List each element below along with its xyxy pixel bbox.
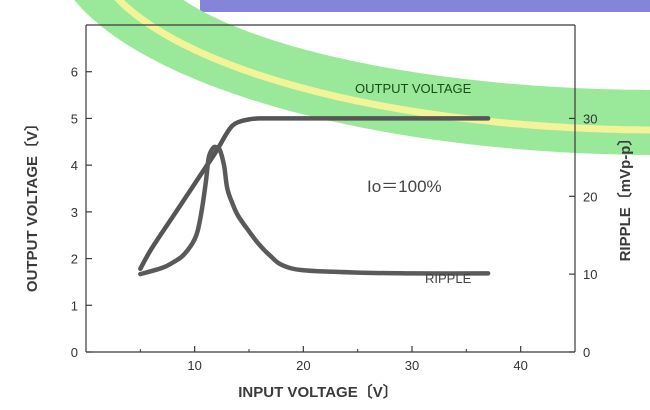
y-tick-label-left: 4 xyxy=(71,158,78,173)
y-ticks-left: 0 1 2 3 4 5 6 xyxy=(71,65,92,360)
output-voltage-label: OUTPUT VOLTAGE xyxy=(355,81,472,96)
green-band xyxy=(74,0,650,155)
x-tick-label: 30 xyxy=(405,358,419,373)
y-tick-label-right: 0 xyxy=(583,345,590,360)
x-ticks: 10 20 30 40 xyxy=(139,346,528,373)
y-axis-title-right: RIPPLE〔mVp-p〕 xyxy=(616,131,634,262)
y-tick-label-left: 0 xyxy=(71,345,78,360)
output-voltage-line xyxy=(138,116,491,272)
ripple-label: RIPPLE xyxy=(425,271,472,286)
y-tick-label-left: 5 xyxy=(71,111,78,126)
decor-overlay xyxy=(74,0,650,155)
io-annotation: Io＝100% xyxy=(367,177,442,196)
y-tick-label-left: 1 xyxy=(71,298,78,313)
y-tick-label-left: 2 xyxy=(71,252,78,267)
y-tick-label-right: 20 xyxy=(583,189,597,204)
series-group xyxy=(138,116,491,277)
y-tick-label-left: 3 xyxy=(71,205,78,220)
axes xyxy=(85,24,576,353)
yellow-band xyxy=(114,0,650,134)
ripple-line xyxy=(138,144,491,277)
x-tick-label: 10 xyxy=(187,358,201,373)
y-tick-label-right: 10 xyxy=(583,267,597,282)
x-tick-label: 20 xyxy=(296,358,310,373)
y-ticks-right: 0 10 20 30 xyxy=(569,111,597,360)
blue-band xyxy=(200,0,650,12)
x-tick-label: 40 xyxy=(513,358,527,373)
y-tick-label-right: 30 xyxy=(583,111,597,126)
y-axis-title-left: OUTPUT VOLTAGE〔V〕 xyxy=(23,116,41,292)
y-tick-label-left: 6 xyxy=(71,65,78,80)
x-axis-title: INPUT VOLTAGE〔V〕 xyxy=(238,383,397,401)
